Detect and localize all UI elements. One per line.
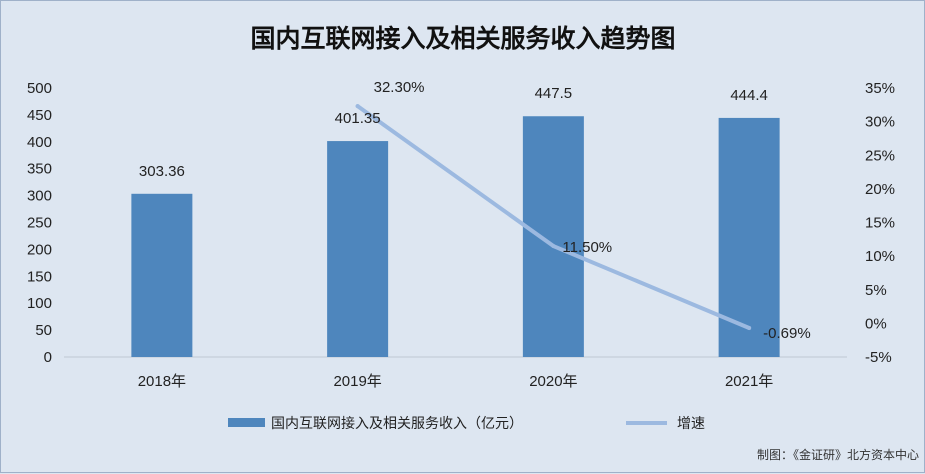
y-right-tick-label: 15% <box>865 215 895 232</box>
bar-data-label: 444.4 <box>730 87 768 104</box>
line-point <box>355 104 360 109</box>
y-right-tick-label: 0% <box>865 315 887 332</box>
y-left-tick-label: 350 <box>27 161 52 178</box>
legend-label-bar: 国内互联网接入及相关服务收入（亿元） <box>271 415 523 432</box>
legend-label-line: 增速 <box>677 416 705 432</box>
y-left-tick-label: 50 <box>35 322 52 339</box>
chart-title: 国内互联网接入及相关服务收入趋势图 <box>250 24 675 53</box>
bar-series <box>131 116 780 358</box>
bar-data-label: 447.5 <box>535 85 573 102</box>
data-labels: 303.36 401.35 447.5 444.4 32.30% 11.50% -0.69% <box>139 79 811 342</box>
y-right-tick-label: 35% <box>865 80 895 97</box>
y-left-tick-label: 0 <box>44 349 52 366</box>
y-right-tick-label: 25% <box>865 147 895 164</box>
y-right-tick-label: -5% <box>865 349 892 366</box>
y-left-tick-label: 200 <box>27 241 52 258</box>
y-left-tick-label: 300 <box>27 188 52 205</box>
bar <box>522 116 584 358</box>
y-right-tick-label: 20% <box>865 181 895 198</box>
bar-data-label: 401.35 <box>335 110 381 127</box>
line-data-label: 11.50% <box>562 239 612 256</box>
line-data-label: -0.69% <box>763 325 811 342</box>
bar-data-label: 303.36 <box>139 163 185 180</box>
bar <box>131 193 193 357</box>
source-note: 制图：《金证研》北方资本中心 <box>757 447 919 462</box>
y-left-tick-label: 150 <box>27 268 52 285</box>
y-left-tick-label: 100 <box>27 295 52 312</box>
y-left-tick-label: 500 <box>27 80 52 97</box>
bar <box>327 141 389 357</box>
y-right-tick-label: 10% <box>865 248 895 265</box>
x-tick-label: 2019年 <box>333 373 381 390</box>
y-left-tick-label: 450 <box>27 107 52 124</box>
line-data-label: 32.30% <box>374 79 425 96</box>
legend-swatch-bar <box>228 418 265 427</box>
y-right-tick-label: 5% <box>865 282 887 299</box>
y-left-tick-label: 400 <box>27 134 52 151</box>
line-point <box>551 244 556 249</box>
x-tick-label: 2020年 <box>529 373 577 390</box>
y-left-tick-label: 250 <box>27 215 52 232</box>
line-point <box>747 326 752 331</box>
x-tick-label: 2018年 <box>138 373 186 390</box>
y-right-tick-label: 30% <box>865 114 895 131</box>
bar <box>718 117 780 357</box>
chart-axes: 0 50 100 150 200 250 300 350 400 450 500 -5% 0% 5% 10%… <box>27 80 895 390</box>
legend: 国内互联网接入及相关服务收入（亿元） 增速 <box>228 415 705 432</box>
x-tick-label: 2021年 <box>725 373 773 390</box>
line-series <box>355 104 752 331</box>
